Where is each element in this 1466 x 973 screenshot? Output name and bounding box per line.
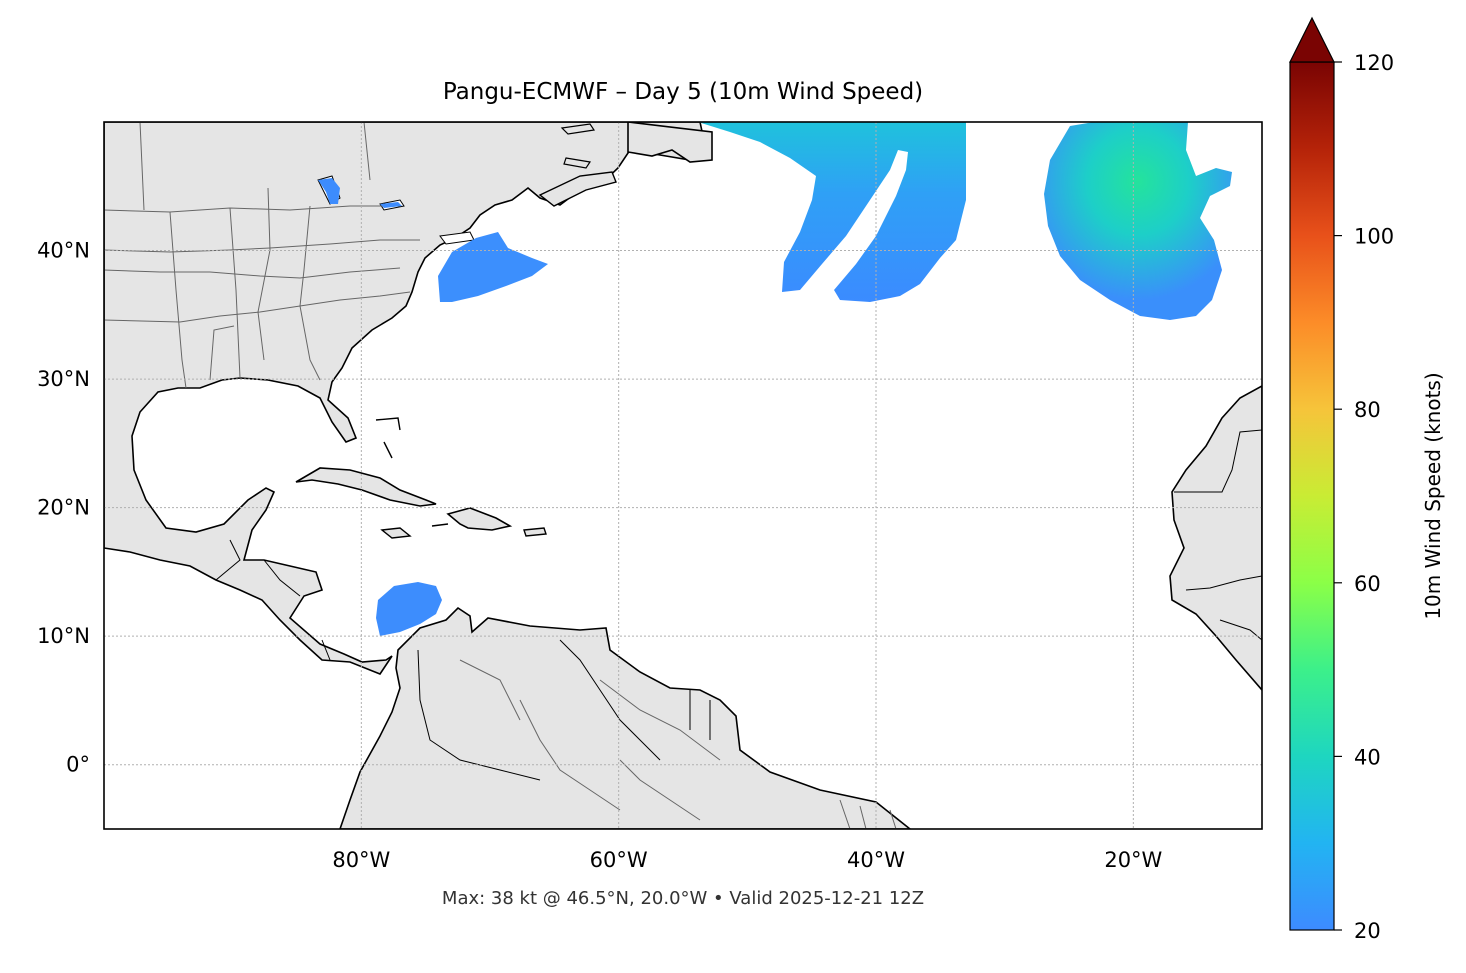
land-puerto-rico [523, 527, 547, 537]
map-title: Pangu-ECMWF – Day 5 (10m Wind Speed) [443, 79, 923, 105]
land-south-america [339, 606, 912, 829]
land-jamaica [380, 527, 412, 539]
colorbar-tick-label: 40 [1354, 745, 1381, 769]
wind-region-caribbean [376, 582, 442, 636]
colorbar-tick-label: 80 [1354, 398, 1381, 422]
wind-region-great-lakes [318, 178, 402, 208]
wind-region-central-atlantic [698, 122, 966, 302]
land-cuba [295, 467, 437, 507]
colorbar-tick-label: 120 [1354, 51, 1394, 75]
lat-tick-label: 30°N [37, 367, 90, 391]
wind-region-east-coast [438, 232, 548, 302]
map-frame [103, 121, 1263, 830]
land-nova-scotia [538, 171, 617, 207]
land-bahamas [375, 417, 449, 527]
gridlines [104, 122, 1262, 829]
colorbar-tick-label: 60 [1354, 572, 1381, 596]
lat-tick-label: 10°N [37, 624, 90, 648]
land-hispaniola [446, 507, 513, 531]
land-north-america [104, 122, 707, 675]
wind-field [318, 122, 1232, 636]
colorbar-label: 10m Wind Speed (knots) [1421, 372, 1445, 619]
lat-tick-label: 40°N [37, 239, 90, 263]
lon-tick-label: 20°W [1104, 848, 1162, 872]
colorbar: 20 40 60 80 100 120 10m Wind Speed (knots) [1289, 16, 1445, 943]
colorbar-tick-label: 100 [1354, 225, 1394, 249]
footer-info: Max: 38 kt @ 46.5°N, 20.0°W • Valid 2025… [442, 888, 924, 909]
colorbar-extend-arrow [1289, 16, 1335, 63]
map-area [104, 122, 1262, 829]
longitude-ticks: 80°W 60°W 40°W 20°W [332, 848, 1162, 872]
latitude-ticks: 0° 10°N 20°N 30°N 40°N [37, 239, 90, 777]
land-africa [1169, 385, 1262, 692]
wind-region-eastern-atlantic [1044, 122, 1232, 320]
lon-tick-label: 80°W [332, 848, 390, 872]
lon-tick-label: 60°W [590, 848, 648, 872]
land-newfoundland [627, 122, 713, 163]
colorbar-tick-label: 20 [1354, 919, 1381, 943]
lat-tick-label: 20°N [37, 496, 90, 520]
colorbar-ticks: 20 40 60 80 100 120 [1334, 51, 1394, 943]
land-pei [560, 123, 596, 169]
colorbar-gradient [1289, 61, 1335, 931]
lon-tick-label: 40°W [847, 848, 905, 872]
lat-tick-label: 0° [66, 753, 90, 777]
